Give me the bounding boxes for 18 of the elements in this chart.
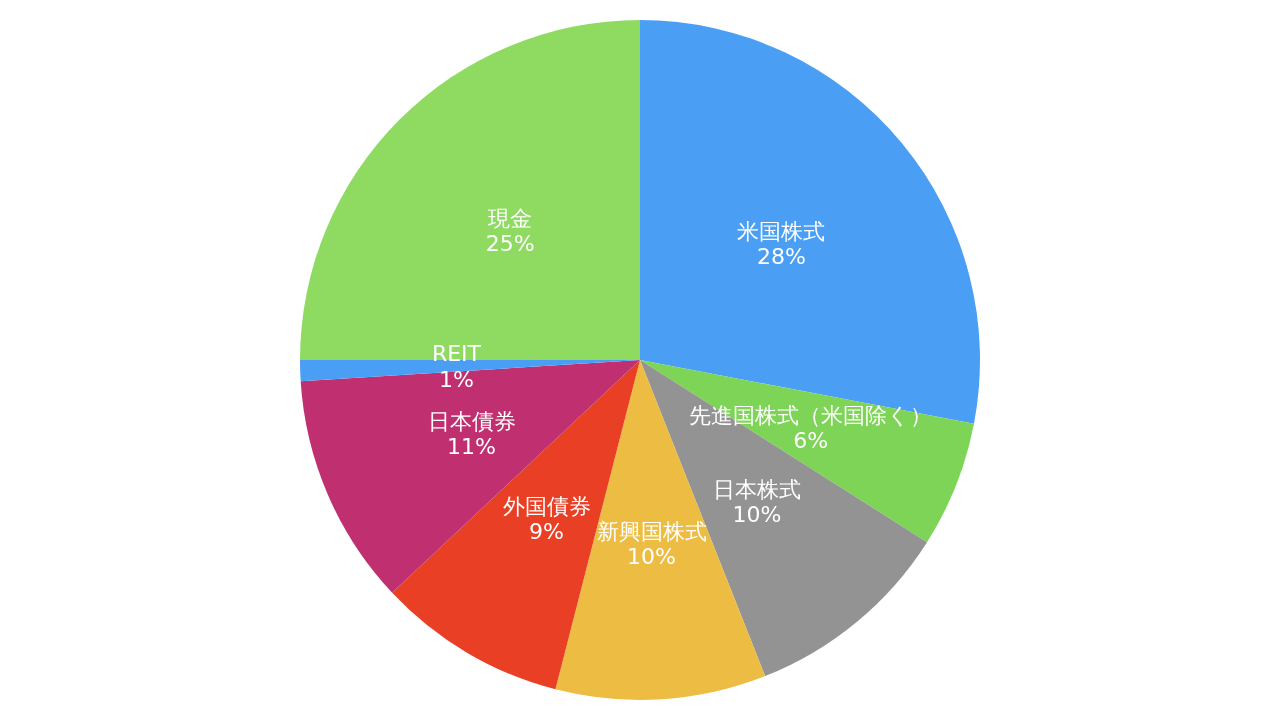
slice-label: 日本債券 (427, 408, 516, 434)
data-label: 10% (732, 502, 782, 528)
data-label: 28% (757, 243, 806, 269)
slice-label: 新興国株式 (596, 518, 707, 544)
data-label: 6% (793, 428, 829, 454)
data-label: 25% (485, 231, 535, 257)
slice-label: REIT (431, 341, 482, 367)
data-label: 10% (627, 544, 676, 570)
data-label: 9% (529, 518, 564, 544)
data-label: 11% (447, 433, 496, 459)
slice-label: 米国株式 (737, 218, 826, 244)
slice-label: 先進国株式（米国除く） (689, 403, 933, 429)
slice-label: 現金 (488, 205, 533, 231)
data-label: 1% (439, 366, 474, 392)
slice-label: 日本株式 (713, 477, 802, 503)
slice-label: 外国債券 (502, 493, 591, 519)
pie-slice (300, 20, 640, 360)
pie-slice (640, 360, 974, 543)
